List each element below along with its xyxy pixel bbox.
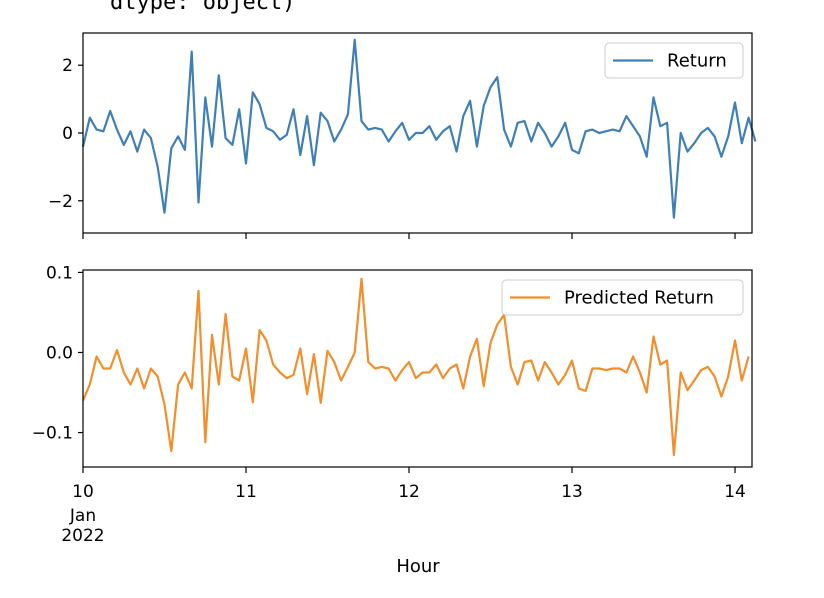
x-tick-sublabel: Jan <box>69 506 96 526</box>
legend-box <box>604 42 744 79</box>
legend: Predicted Return <box>501 279 744 316</box>
x-tick-label: 14 <box>724 482 746 502</box>
x-tick-sublabel: 2022 <box>61 526 104 546</box>
x-tick-label: 12 <box>398 482 420 502</box>
y-tick-label: 0.0 <box>46 343 73 363</box>
predicted-return-subplot: 0.1 0.0 −0.1 Predicted Return <box>32 263 753 473</box>
cell-output-text: dtype: object) <box>110 0 296 15</box>
series-line <box>81 38 757 219</box>
return-subplot: 2 0 −2 Return <box>48 32 757 239</box>
x-tick-label: 11 <box>235 482 257 502</box>
plot-frame <box>82 269 753 468</box>
x-axis-label: Hour <box>396 556 440 577</box>
legend-label: Return <box>667 51 727 72</box>
legend-box <box>501 279 744 316</box>
y-tick-label: 0 <box>62 124 73 144</box>
x-tick-label: 10 <box>72 482 94 502</box>
y-tick-label: −0.1 <box>32 424 73 444</box>
legend: Return <box>604 42 744 79</box>
y-tick-label: −2 <box>48 192 73 212</box>
legend-label: Predicted Return <box>564 288 714 309</box>
y-tick-label: 0.1 <box>46 263 73 283</box>
x-tick-label: 13 <box>561 482 583 502</box>
y-tick-label: 2 <box>62 56 73 76</box>
series-line <box>81 277 750 457</box>
